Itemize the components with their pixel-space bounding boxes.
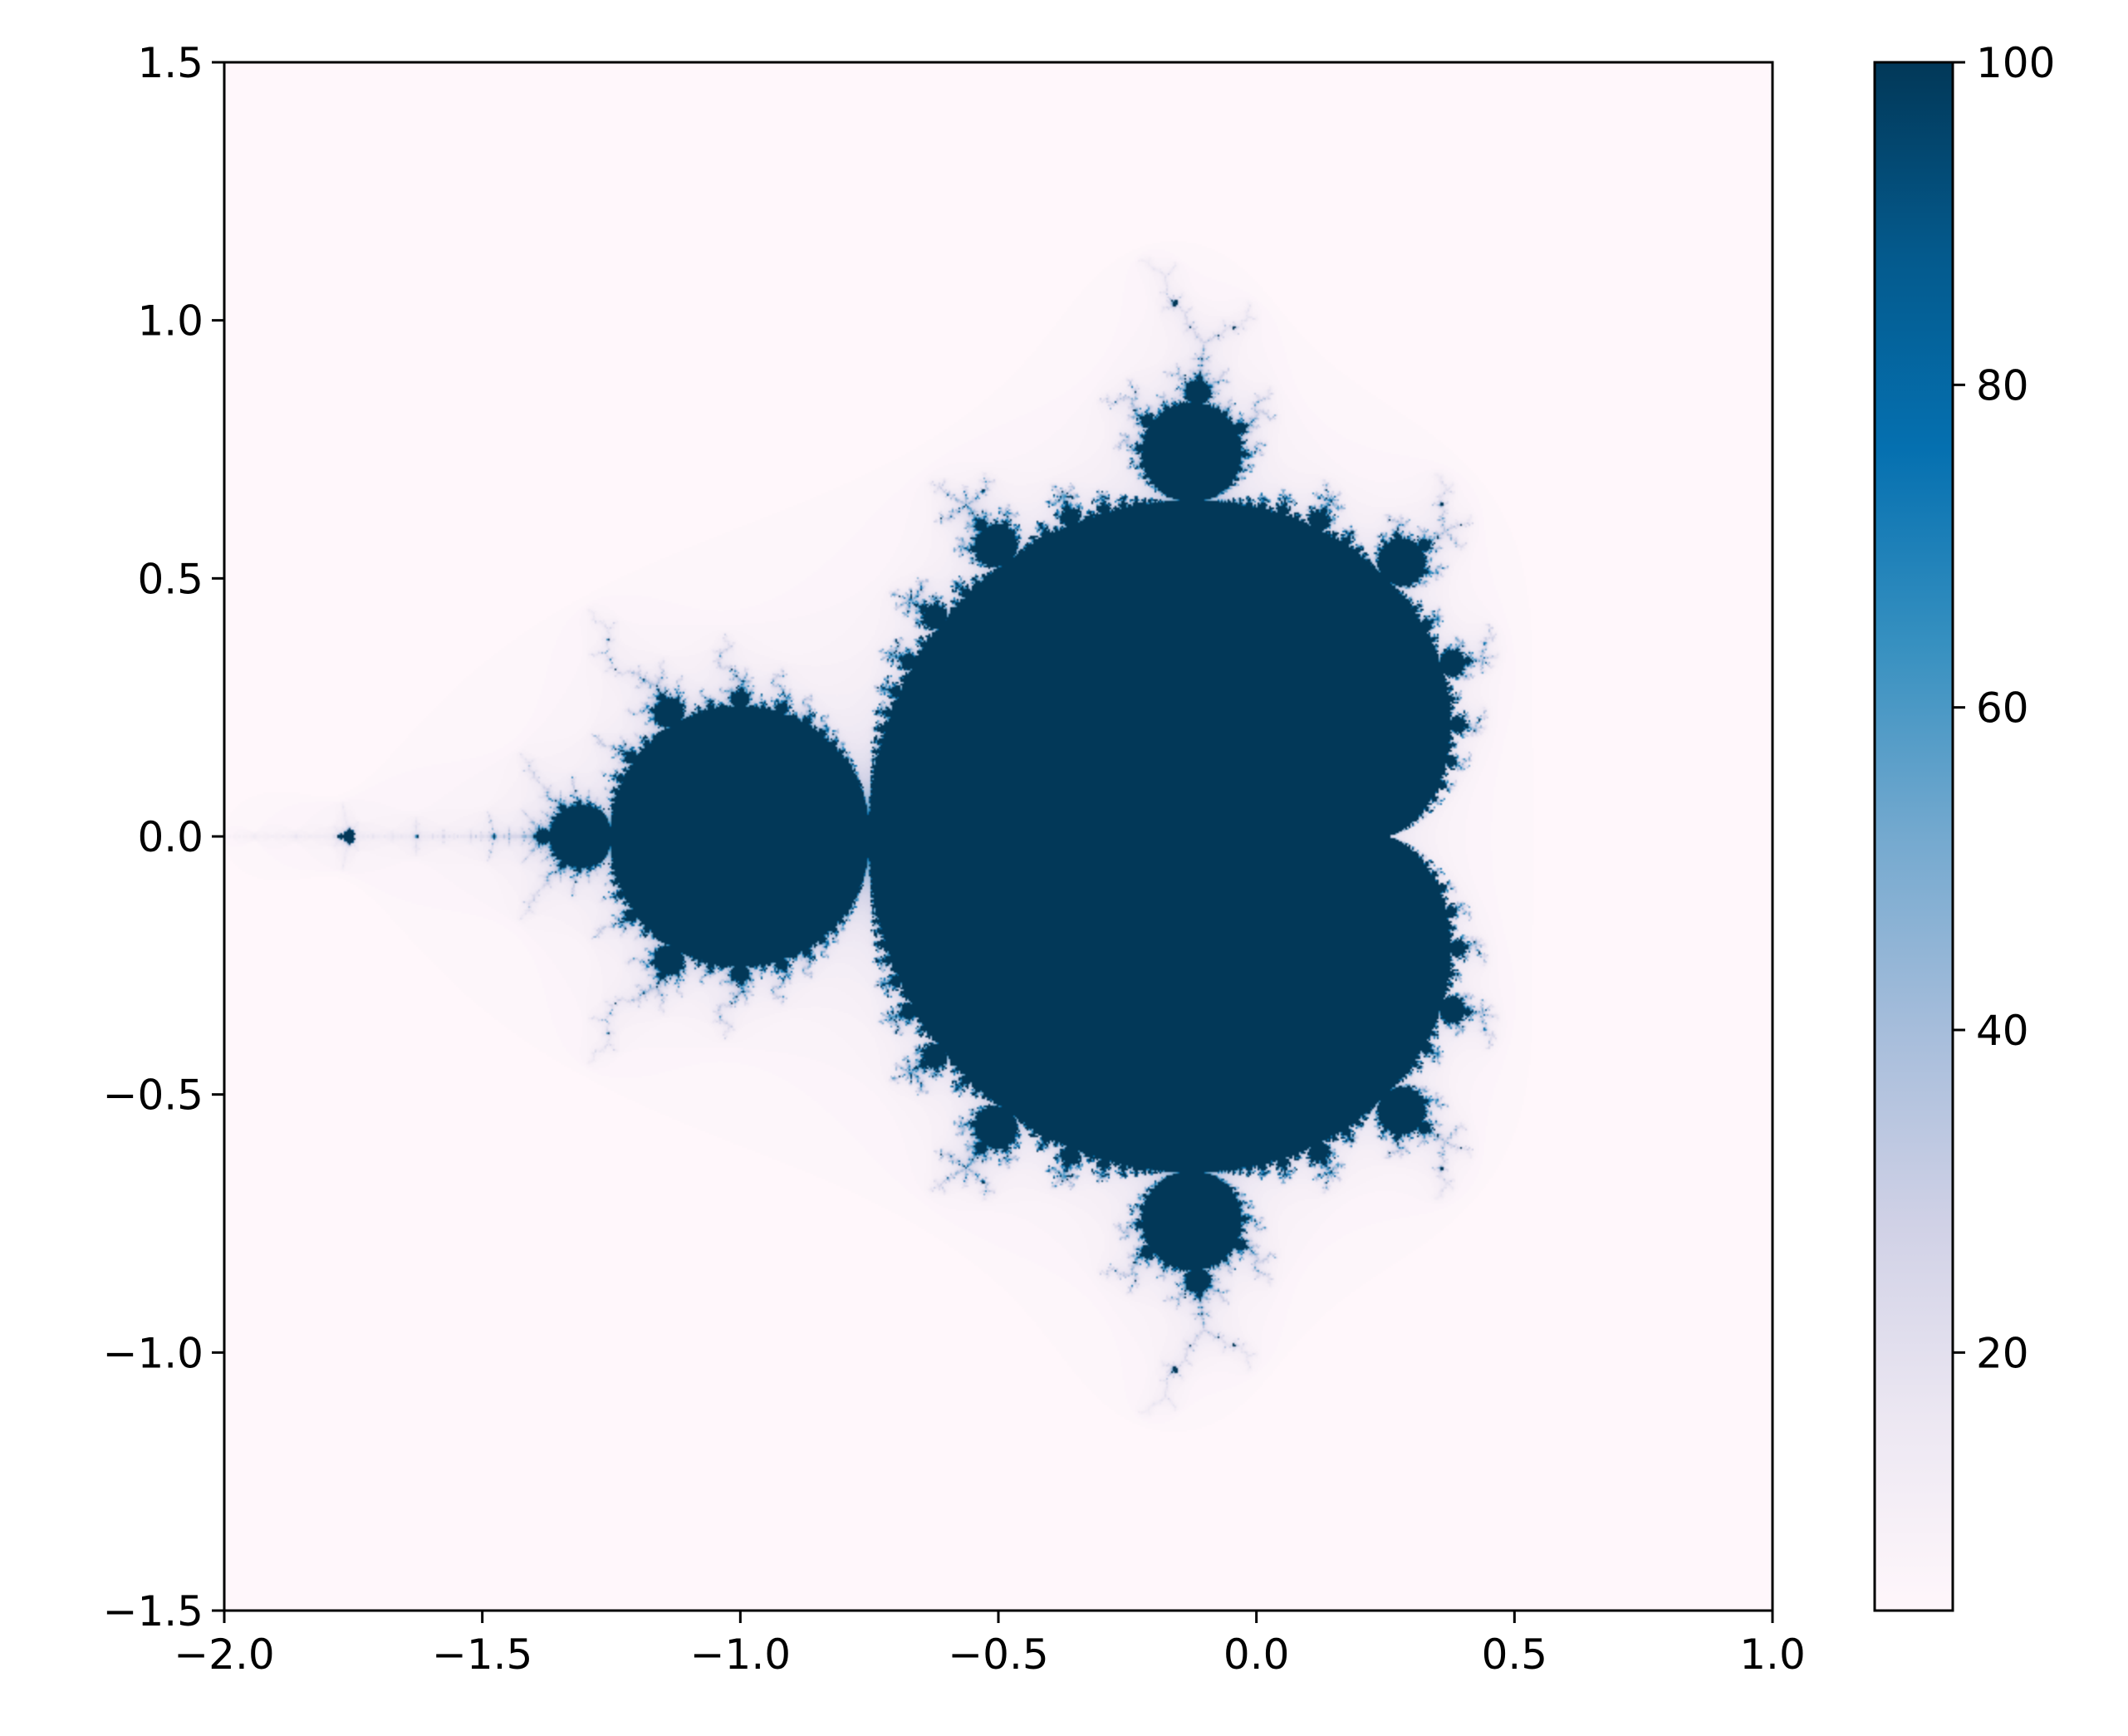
colorbar-ticks: 20 40 60 80 100 bbox=[1953, 39, 2055, 1377]
heatmap-image bbox=[224, 62, 1773, 1611]
x-axis: −2.0 −1.5 −1.0 −0.5 0.0 0.5 1.0 bbox=[174, 1611, 1806, 1679]
colorbar-tick-label: 100 bbox=[1976, 39, 2055, 87]
y-tick-label: −1.0 bbox=[103, 1329, 203, 1377]
x-tick-label: 0.5 bbox=[1482, 1631, 1548, 1679]
colorbar-gradient bbox=[1875, 62, 1953, 1611]
x-tick-label: −0.5 bbox=[948, 1631, 1048, 1679]
x-tick-label: 0.0 bbox=[1223, 1631, 1290, 1679]
colorbar-tick-label: 60 bbox=[1976, 684, 2029, 733]
colorbar: 20 40 60 80 100 bbox=[1873, 39, 2055, 1612]
x-tick-label: 1.0 bbox=[1739, 1631, 1806, 1679]
colorbar-tick-label: 40 bbox=[1976, 1007, 2029, 1055]
colorbar-tick-label: 20 bbox=[1976, 1329, 2029, 1377]
y-tick-label: 0.5 bbox=[137, 555, 203, 603]
colorbar-frame bbox=[1873, 61, 1954, 1612]
x-tick-label: −1.0 bbox=[690, 1631, 791, 1679]
x-tick-label: −2.0 bbox=[174, 1631, 274, 1679]
y-tick-label: 1.0 bbox=[137, 297, 203, 346]
plot-area bbox=[223, 61, 1774, 1612]
x-tick-label: −1.5 bbox=[432, 1631, 532, 1679]
y-tick-label: 0.0 bbox=[137, 813, 203, 861]
y-tick-label: −0.5 bbox=[103, 1072, 203, 1120]
y-tick-label: −1.5 bbox=[103, 1587, 203, 1635]
colorbar-tick-label: 80 bbox=[1976, 361, 2029, 409]
y-axis: 1.5 1.0 0.5 0.0 −0.5 −1.0 −1.5 bbox=[103, 39, 224, 1635]
y-tick-label: 1.5 bbox=[137, 39, 203, 87]
